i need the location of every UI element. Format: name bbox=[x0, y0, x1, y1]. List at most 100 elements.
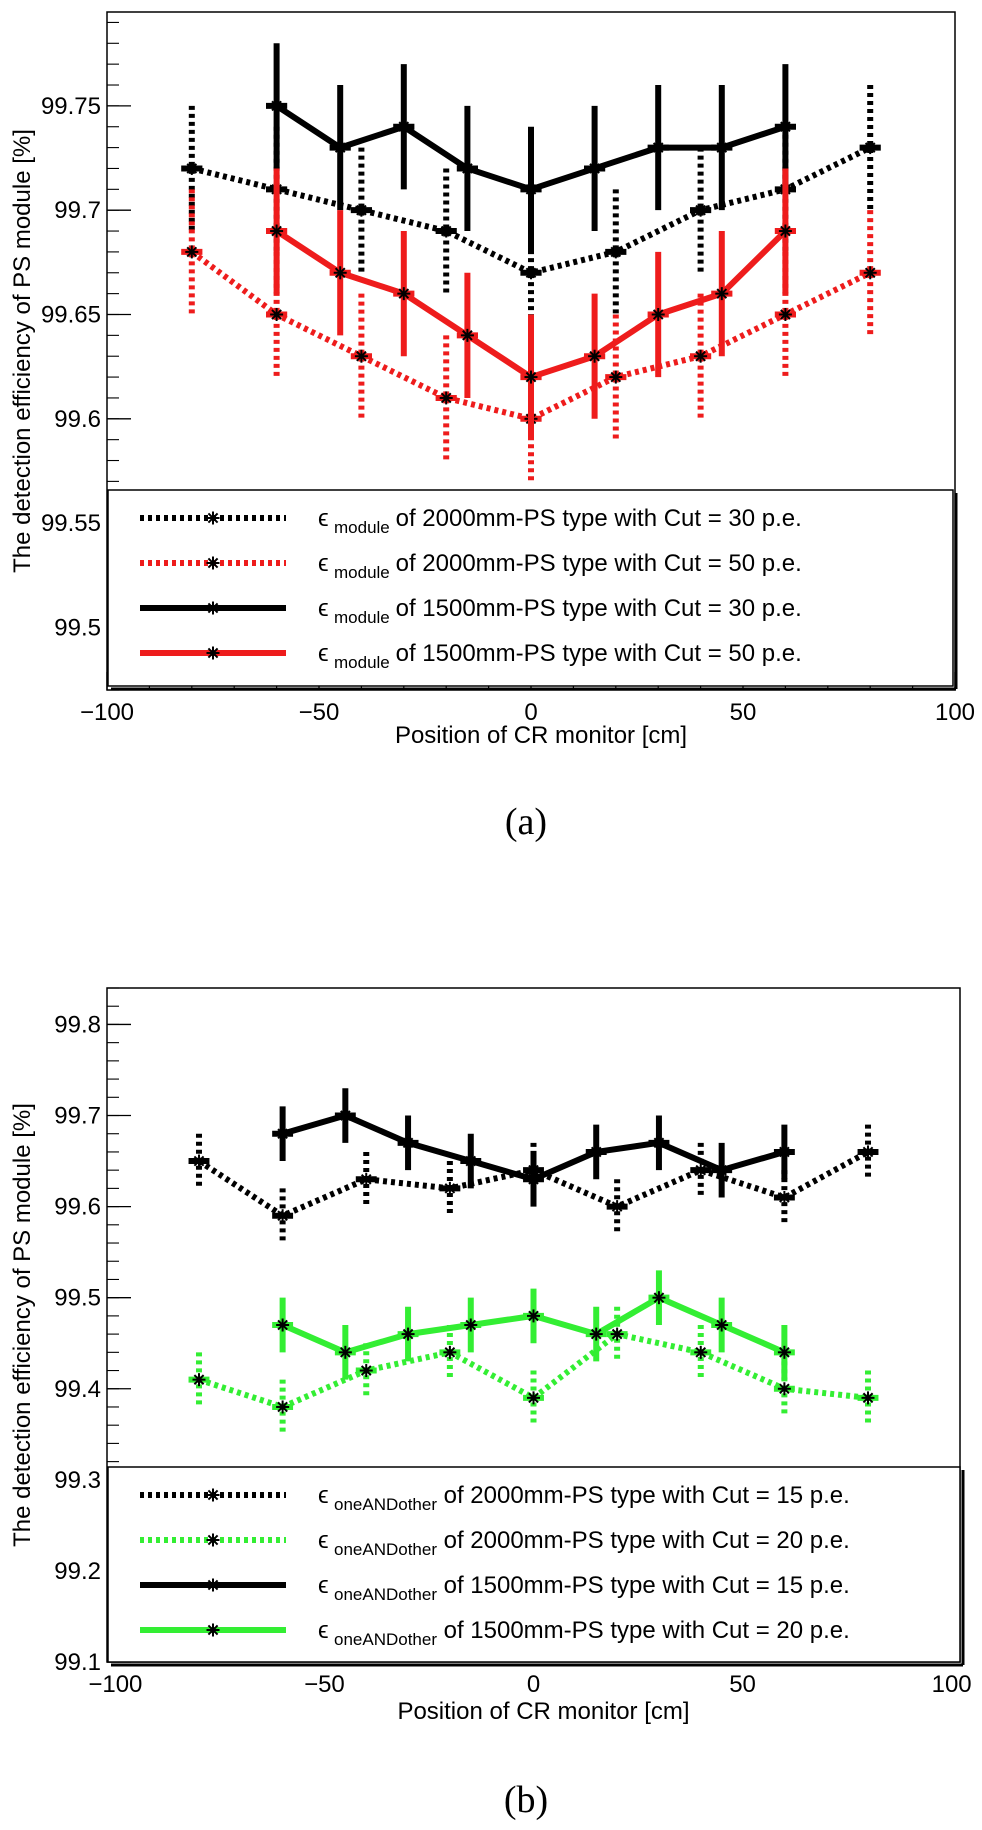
data-point-marker bbox=[715, 141, 729, 155]
legend-marker-stroke bbox=[207, 1489, 219, 1501]
data-point-marker-stroke bbox=[864, 267, 876, 279]
data-point-marker bbox=[589, 1145, 603, 1159]
y-tick-label: 99.8 bbox=[54, 1011, 101, 1038]
legend-entry-label: of 1500mm-PS type with Cut = 20 p.e. bbox=[444, 1617, 850, 1644]
chart-panel-b: −100 −50 0 50 100 99.1 99.2 99.3 99.4 99.5 99.6 99.… bbox=[9, 987, 972, 1725]
legend-subscript: module bbox=[334, 653, 390, 672]
data-point-marker-stroke bbox=[695, 1164, 707, 1176]
legend-subscript: module bbox=[334, 518, 390, 537]
data-point-marker-stroke bbox=[652, 309, 664, 320]
legend-symbol: ϵ bbox=[318, 505, 329, 532]
data-point-marker-stroke bbox=[356, 350, 367, 362]
data-point-marker-stroke bbox=[271, 100, 282, 112]
x-tick-label: 50 bbox=[730, 699, 757, 726]
data-point-marker-stroke bbox=[398, 121, 410, 133]
chart-panel-a: −100 −50 0 50 100 99.5 99.55 99.6 99.65 99.7 99.75… bbox=[9, 11, 975, 749]
data-point-marker bbox=[524, 266, 538, 280]
data-point-marker-stroke bbox=[360, 1365, 372, 1376]
data-point-marker-stroke bbox=[271, 309, 282, 320]
data-point-marker-stroke bbox=[277, 1210, 288, 1222]
data-point-marker bbox=[715, 287, 729, 301]
legend-marker bbox=[206, 646, 220, 660]
data-point-marker-stroke bbox=[589, 350, 600, 362]
axes-b: −100 −50 0 50 100 99.1 99.2 99.3 99.4 99.5 99.6 99.… bbox=[54, 987, 972, 1698]
data-point-marker-stroke bbox=[334, 267, 346, 279]
data-point-marker bbox=[333, 266, 347, 280]
y-axis-label-b: The detection efficiency of PS module [%… bbox=[9, 1103, 36, 1547]
x-tick-label: −100 bbox=[88, 1671, 142, 1698]
data-point-marker-stroke bbox=[862, 1146, 874, 1158]
data-point-marker-stroke bbox=[611, 1201, 623, 1212]
legend-marker-stroke bbox=[207, 602, 219, 614]
data-point-marker bbox=[397, 120, 411, 134]
y-tick-label: 99.1 bbox=[54, 1649, 101, 1676]
data-point-marker-stroke bbox=[465, 1155, 477, 1167]
data-point-marker bbox=[863, 266, 877, 280]
data-point-marker bbox=[863, 141, 877, 155]
series-1 bbox=[181, 189, 881, 482]
data-point-marker-stroke bbox=[444, 1183, 456, 1194]
data-point-marker bbox=[192, 1373, 206, 1387]
legend-marker bbox=[206, 601, 220, 615]
data-point-marker-stroke bbox=[780, 121, 791, 133]
data-point-marker-stroke bbox=[780, 225, 791, 237]
y-tick-label: 99.7 bbox=[54, 1103, 101, 1130]
data-point-marker-stroke bbox=[440, 392, 452, 404]
legend-entry-label: of 1500mm-PS type with Cut = 50 p.e. bbox=[396, 640, 802, 667]
data-point-marker-stroke bbox=[525, 267, 537, 279]
data-point-marker bbox=[610, 1327, 624, 1341]
legend-subscript: oneANDother bbox=[334, 1630, 437, 1649]
data-point-marker bbox=[276, 1400, 290, 1414]
legend-symbol: ϵ bbox=[318, 1572, 329, 1599]
data-point-marker bbox=[333, 141, 347, 155]
legend-marker bbox=[206, 556, 220, 570]
data-point-marker-stroke bbox=[695, 1347, 707, 1358]
data-point-marker bbox=[464, 1154, 478, 1168]
data-point-marker bbox=[610, 1200, 624, 1214]
data-point-marker-stroke bbox=[444, 1347, 456, 1358]
data-point-marker bbox=[460, 161, 474, 175]
data-point-marker-stroke bbox=[334, 142, 346, 153]
data-point-marker-stroke bbox=[465, 1319, 477, 1331]
data-point-marker-stroke bbox=[780, 309, 791, 320]
legend-marker bbox=[206, 1623, 220, 1637]
x-tick-label: −50 bbox=[299, 699, 340, 726]
series-1 bbox=[188, 1306, 879, 1435]
data-point-marker bbox=[270, 224, 284, 238]
data-point-marker bbox=[609, 245, 623, 259]
data-point-marker bbox=[777, 1145, 791, 1159]
y-tick-label: 99.65 bbox=[41, 301, 101, 328]
data-point-marker-stroke bbox=[528, 1173, 539, 1185]
legend-subscript: oneANDother bbox=[334, 1495, 437, 1514]
data-point-marker-stroke bbox=[193, 1155, 205, 1167]
data-point-marker bbox=[651, 307, 665, 321]
y-tick-label: 99.55 bbox=[41, 510, 101, 537]
legend-marker bbox=[206, 1533, 220, 1547]
y-tick-label: 99.6 bbox=[54, 1194, 101, 1221]
series-3 bbox=[272, 1270, 795, 1380]
data-point-marker-stroke bbox=[716, 1319, 727, 1331]
legend-marker-stroke bbox=[207, 1534, 219, 1546]
data-point-marker bbox=[694, 349, 708, 363]
data-point-marker-stroke bbox=[340, 1347, 351, 1358]
data-point-marker-stroke bbox=[864, 142, 876, 153]
data-point-marker bbox=[527, 1391, 540, 1405]
data-point-marker-stroke bbox=[402, 1328, 414, 1340]
data-point-marker-stroke bbox=[277, 1128, 288, 1140]
x-axis-label-b: Position of CR monitor [cm] bbox=[397, 1698, 689, 1725]
data-point-marker bbox=[652, 1291, 666, 1305]
y-tick-label: 99.4 bbox=[54, 1376, 101, 1403]
y-tick-label: 99.3 bbox=[54, 1467, 101, 1494]
legend-marker bbox=[206, 511, 220, 525]
legend-symbol: ϵ bbox=[318, 1482, 329, 1509]
axes-a: −100 −50 0 50 100 99.5 99.55 99.6 99.65 99.7 99.75 bbox=[41, 21, 975, 726]
data-point-marker bbox=[354, 203, 368, 217]
series-2 bbox=[266, 43, 796, 252]
data-point-marker-stroke bbox=[525, 184, 537, 195]
legend-symbol: ϵ bbox=[318, 1527, 329, 1554]
x-tick-label: 100 bbox=[935, 699, 975, 726]
legend-marker-stroke bbox=[207, 1579, 219, 1591]
data-point-marker bbox=[778, 120, 792, 134]
data-point-marker bbox=[609, 370, 623, 384]
